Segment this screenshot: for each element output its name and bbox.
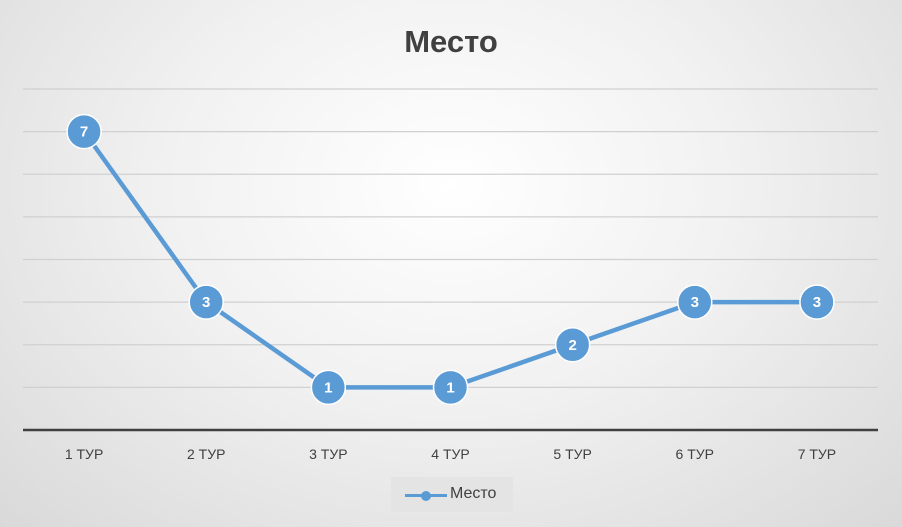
x-tick-label: 4 ТУР xyxy=(431,446,469,462)
data-point xyxy=(432,369,469,406)
chart-title: Место xyxy=(404,24,498,59)
x-tick-label: 1 ТУР xyxy=(65,446,103,462)
data-label: 1 xyxy=(446,379,454,396)
data-label: 3 xyxy=(813,294,821,311)
data-label: 2 xyxy=(568,337,576,354)
data-point xyxy=(677,284,713,320)
x-tick-label: 5 ТУР xyxy=(553,446,591,462)
x-tick-label: 6 ТУР xyxy=(676,446,714,462)
data-point xyxy=(799,284,835,320)
legend-line-icon xyxy=(405,491,447,501)
gridlines xyxy=(23,88,878,432)
series-group: 7 3 1 1 2 3 3 xyxy=(66,113,835,406)
data-label: 3 xyxy=(691,294,699,311)
data-label: 3 xyxy=(202,294,210,311)
data-point xyxy=(66,113,102,150)
x-axis-tick-labels: 1 ТУР 2 ТУР 3 ТУР 4 ТУР 5 ТУР 6 ТУР 7 ТУР xyxy=(65,446,836,462)
data-label: 7 xyxy=(80,124,88,141)
data-label: 1 xyxy=(324,379,332,396)
x-tick-label: 2 ТУР xyxy=(187,446,225,462)
legend: Место xyxy=(391,477,513,512)
data-point xyxy=(554,327,591,363)
x-tick-label: 3 ТУР xyxy=(309,446,347,462)
x-tick-label: 7 ТУР xyxy=(798,446,836,462)
data-point xyxy=(310,369,347,406)
data-point xyxy=(188,284,224,320)
legend-marker-icon xyxy=(421,491,431,501)
legend-label: Место xyxy=(450,485,497,502)
